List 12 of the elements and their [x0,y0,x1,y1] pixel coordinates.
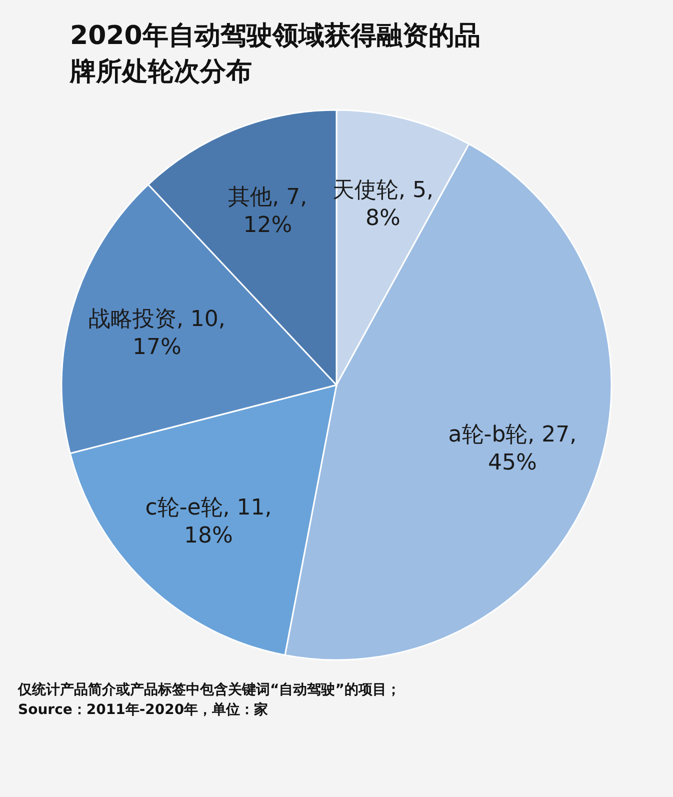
text: 8% [366,206,400,231]
category-label: 其他, 7, [228,185,308,210]
text: 45% [488,450,537,476]
text: 18% [184,523,233,548]
text: 仅统计产品简介或产品标签中包含关键词“自动驾驶”的项目； [18,681,402,700]
text: 12% [243,213,292,238]
chart-title: 2020年自动驾驶领域获得融资的品牌所处轮次分布 [70,20,482,89]
category-label: a轮-b轮, 27, [448,422,577,448]
category-label: 战略投资, 10, [88,306,226,332]
text: 17% [132,334,182,360]
source-note: Source：2011年-2020年，单位：家 [18,700,270,720]
category-label: c轮-e轮, 11, [145,495,272,520]
